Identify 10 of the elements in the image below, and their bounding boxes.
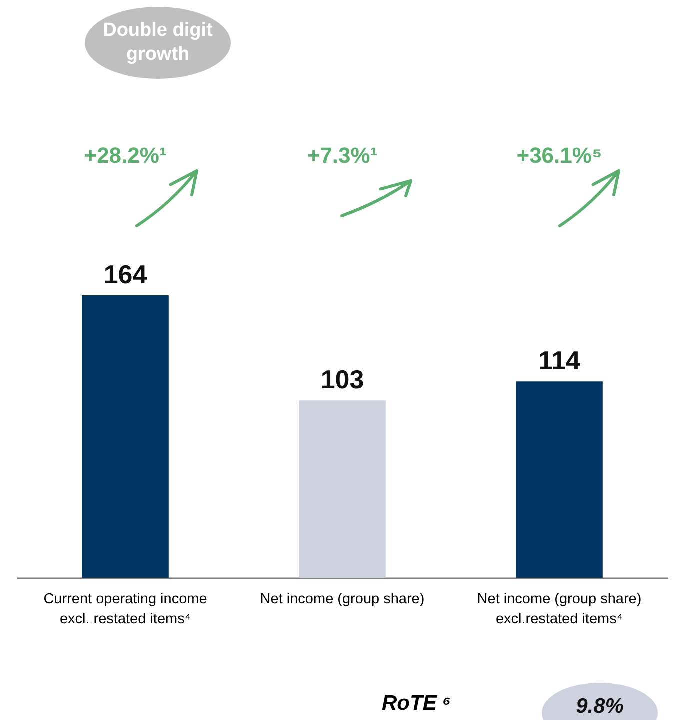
data-label: 164 xyxy=(104,260,148,290)
text: RoTE ⁶ xyxy=(382,692,452,716)
data-label: 114 xyxy=(538,346,582,376)
x-tick-label: Net income (group share) xyxy=(260,592,425,608)
data-label: 103 xyxy=(320,364,364,395)
text: +7.3%¹ xyxy=(307,143,378,168)
text: +28.2%¹ xyxy=(84,143,167,168)
x-tick-label: Current operating income excl. restated items⁴ xyxy=(44,592,208,628)
text: +36.1%⁵ xyxy=(516,143,602,168)
x-tick-label: Net income (group share) excl.restated items⁴ xyxy=(477,592,642,628)
